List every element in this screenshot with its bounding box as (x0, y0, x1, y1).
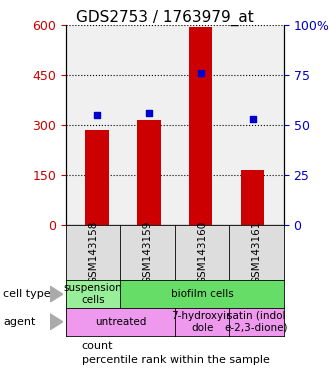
Text: GSM143158: GSM143158 (88, 221, 98, 284)
Polygon shape (50, 286, 63, 303)
Text: cell type: cell type (3, 289, 51, 299)
Text: GDS2753 / 1763979_at: GDS2753 / 1763979_at (76, 10, 254, 26)
Polygon shape (50, 313, 63, 330)
Text: GSM143161: GSM143161 (251, 221, 262, 284)
Text: suspension
cells: suspension cells (64, 283, 123, 305)
Bar (241, 170, 264, 225)
Bar (85, 130, 109, 225)
Point (94, 112, 100, 118)
Text: biofilm cells: biofilm cells (171, 289, 234, 299)
Text: count: count (82, 341, 113, 351)
Point (198, 70, 204, 76)
Text: percentile rank within the sample: percentile rank within the sample (82, 355, 269, 365)
Bar (137, 120, 161, 225)
Text: GSM143160: GSM143160 (197, 221, 207, 284)
Text: GSM143159: GSM143159 (143, 221, 153, 284)
Text: untreated: untreated (95, 317, 146, 327)
Bar (189, 26, 213, 225)
Point (146, 110, 151, 116)
Text: 7-hydroxyin
dole: 7-hydroxyin dole (171, 311, 233, 333)
Text: satin (indol
e-2,3-dione): satin (indol e-2,3-dione) (225, 311, 288, 333)
Text: agent: agent (3, 317, 36, 327)
Point (250, 116, 255, 122)
